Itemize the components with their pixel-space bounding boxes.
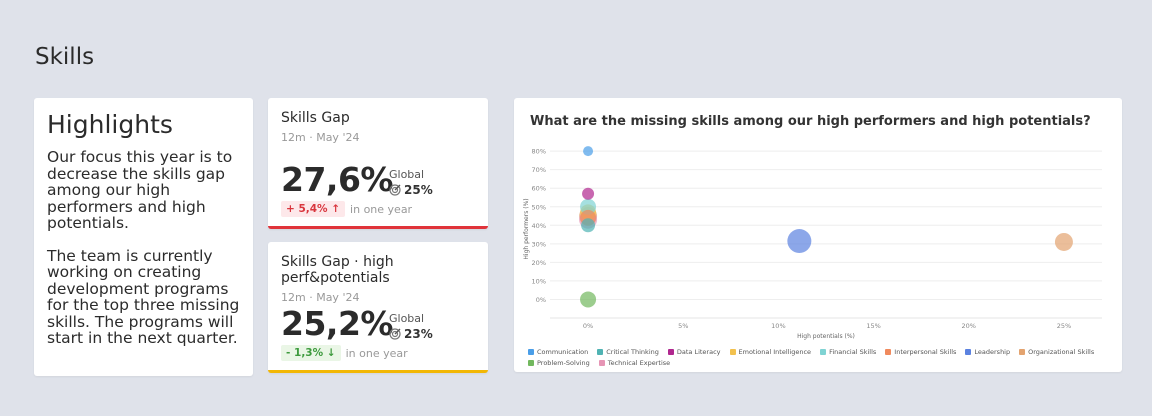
y-tick-label: 40% <box>532 222 546 230</box>
data-point <box>580 291 597 308</box>
y-axis-label: High performers (%) <box>523 198 530 259</box>
legend-label: Interpersonal Skills <box>894 348 957 356</box>
legend-swatch <box>667 349 674 355</box>
legend-label: Problem-Solving <box>537 359 590 367</box>
global-value: 23% <box>404 327 433 341</box>
global-label: Global <box>389 168 425 181</box>
legend-swatch <box>965 349 972 355</box>
legend-item[interactable]: Data Literacy <box>667 348 721 356</box>
x-tick-label: 5% <box>678 322 688 330</box>
legend-item[interactable]: Financial Skills <box>820 348 876 356</box>
legend-item[interactable]: Interpersonal Skills <box>885 348 956 356</box>
legend-item[interactable]: Emotional Intelligence <box>729 348 812 356</box>
scatter-plot: 0% 10% 20% 30% 40% 50% 60% 70% 80% 0% 5% 10% 15% 20% 2… <box>523 146 1102 340</box>
delta-label: in one year <box>345 346 408 360</box>
legend-item[interactable]: Leadership <box>965 348 1010 356</box>
legend-item[interactable]: Problem-Solving <box>528 359 590 367</box>
skills-scatter-chart: What are the missing skills among our hi… <box>514 98 1122 372</box>
arrow-up-icon: ↑ <box>331 203 341 215</box>
legend-item[interactable]: Communication <box>528 348 588 356</box>
legend-swatch <box>528 360 534 366</box>
kpi-subtitle: 12m · May '24 <box>281 291 360 304</box>
delta-label: in one year <box>350 202 413 216</box>
y-tick-label: 80% <box>532 148 546 156</box>
legend-item[interactable]: Organizational Skills <box>1019 348 1094 356</box>
kpi-value: 25,2% <box>281 304 394 343</box>
target-icon <box>389 328 401 340</box>
y-tick-label: 10% <box>532 277 546 285</box>
legend-swatch <box>729 349 736 355</box>
legend-label: Technical Expertise <box>607 359 671 367</box>
legend-swatch <box>885 349 892 355</box>
legend-item[interactable]: Technical Expertise <box>598 359 671 367</box>
chart-title: What are the missing skills among our hi… <box>530 114 1091 129</box>
kpi-title: Skills Gap · high perf&potentials <box>281 254 394 286</box>
x-tick-label: 0% <box>583 322 593 330</box>
legend-label: Leadership <box>974 348 1011 356</box>
data-point <box>581 218 596 233</box>
legend-swatch <box>820 349 827 355</box>
data-point <box>582 187 595 200</box>
legend-label: Emotional Intelligence <box>738 348 812 356</box>
delta-value: + 5,4% <box>286 203 328 215</box>
page-title: Skills <box>35 44 95 70</box>
legend-swatch <box>597 349 604 355</box>
data-point <box>787 229 812 254</box>
x-tick-label: 15% <box>866 322 880 330</box>
kpi-card-skills-gap-high-perf[interactable]: Skills Gap · high perf&potentials 12m · … <box>268 242 488 373</box>
highlights-card: Highlights Our focus this year is to dec… <box>34 98 253 376</box>
x-axis-label: High potentials (%) <box>797 333 855 340</box>
legend-swatch <box>598 360 605 366</box>
highlights-paragraph: Our focus this year is to decrease the s… <box>47 148 233 232</box>
x-tick-label: 25% <box>1057 322 1071 330</box>
legend-label: Financial Skills <box>829 348 877 356</box>
kpi-subtitle: 12m · May '24 <box>281 131 360 144</box>
kpi-title: Skills Gap <box>281 110 350 126</box>
y-tick-label: 30% <box>532 240 546 248</box>
data-point <box>1054 232 1073 251</box>
data-point <box>580 198 597 215</box>
arrow-down-icon: ↓ <box>326 347 336 359</box>
global-value: 25% <box>404 183 433 197</box>
legend-label: Critical Thinking <box>606 348 659 356</box>
highlights-title: Highlights <box>47 110 173 139</box>
legend-label: Communication <box>537 348 589 356</box>
y-tick-label: 50% <box>532 203 546 211</box>
chart-legend: Communication Critical Thinking Data Liter… <box>528 348 1118 367</box>
legend-swatch <box>528 349 534 355</box>
y-tick-label: 60% <box>532 185 546 193</box>
y-tick-label: 0% <box>536 296 546 304</box>
legend-item[interactable]: Critical Thinking <box>597 348 659 356</box>
global-label: Global <box>389 312 425 325</box>
data-point <box>583 146 594 157</box>
target-icon <box>389 184 401 196</box>
kpi-card-skills-gap[interactable]: Skills Gap 12m · May '24 27,6% Global 25… <box>268 98 488 229</box>
x-tick-label: 10% <box>771 322 785 330</box>
y-tick-label: 70% <box>532 166 546 174</box>
legend-label: Organizational Skills <box>1028 348 1095 356</box>
delta-value: - 1,3% <box>286 347 324 359</box>
legend-label: Data Literacy <box>676 348 721 356</box>
y-tick-label: 20% <box>532 259 546 267</box>
highlights-paragraph: The team is currently working on creatin… <box>47 246 240 347</box>
legend-swatch <box>1019 349 1026 355</box>
kpi-value: 27,6% <box>281 160 394 199</box>
x-tick-label: 20% <box>962 322 976 330</box>
